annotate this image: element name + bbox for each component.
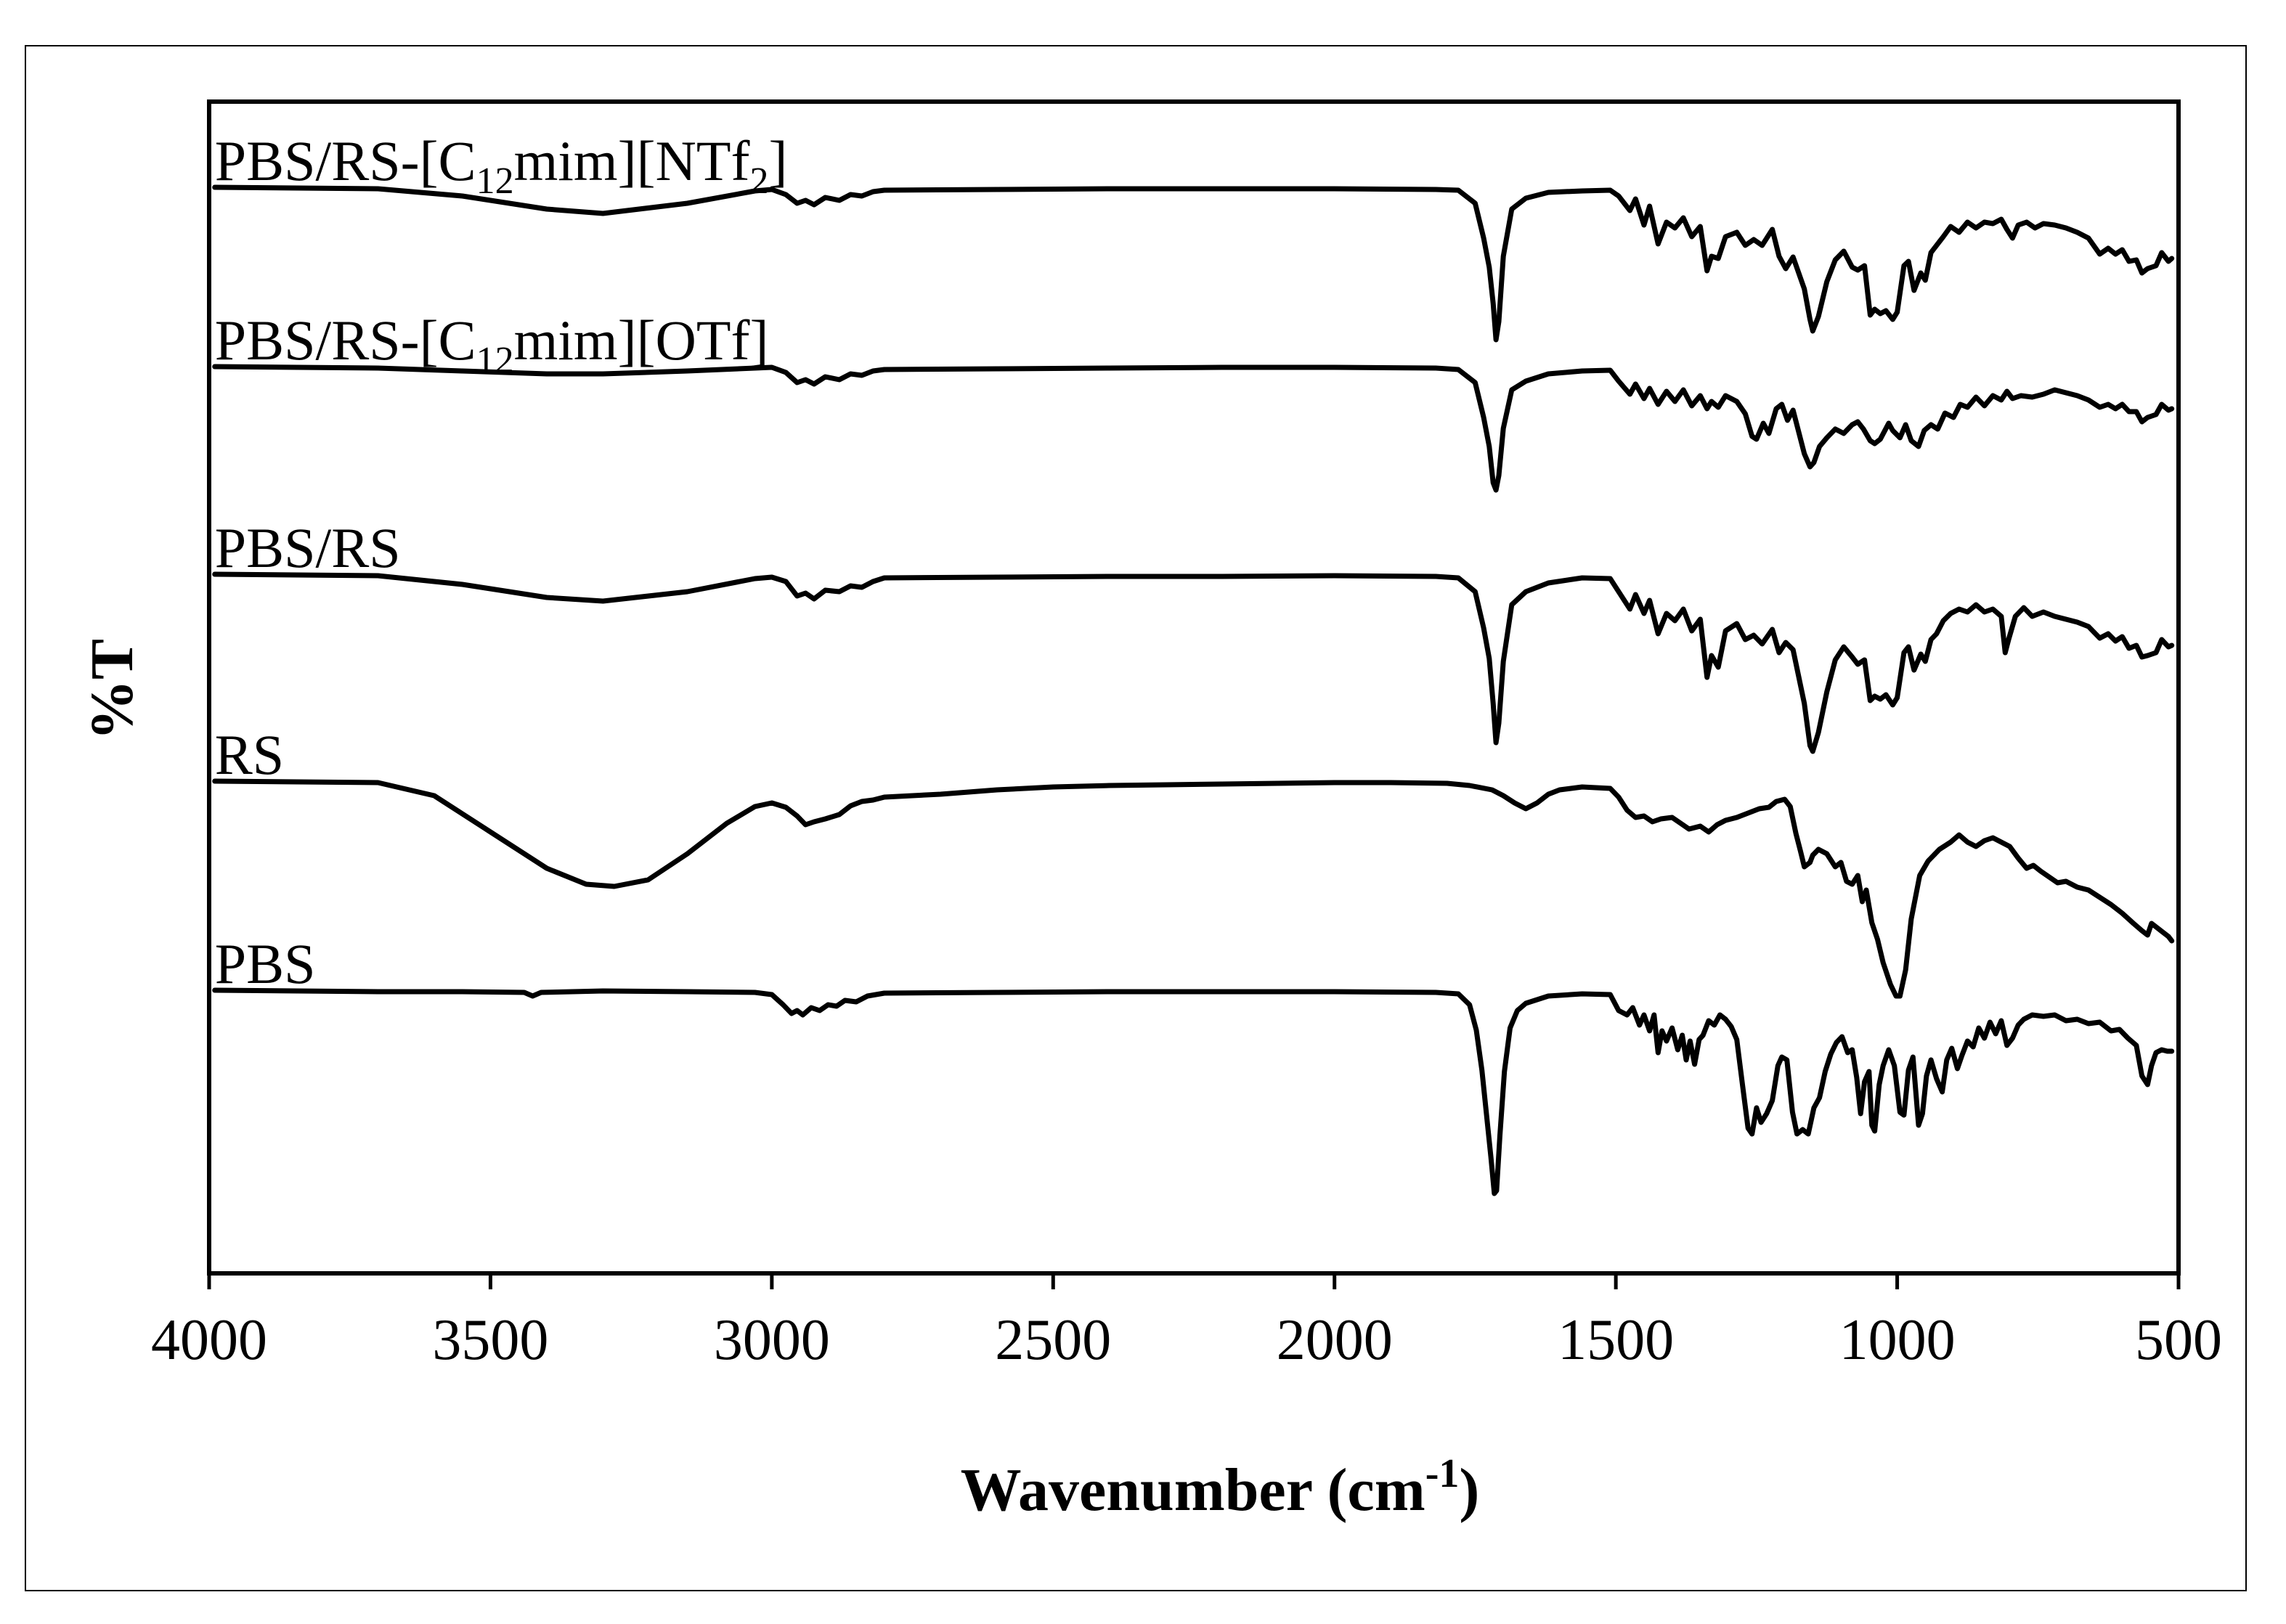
x-tick-label-3000: 3000 [714, 1308, 830, 1372]
series-label-2: PBS/RS [215, 516, 401, 579]
series-line-1 [212, 364, 2175, 493]
plot-area-border [207, 99, 2181, 1276]
series-label-3: RS [215, 723, 284, 786]
series-line-0 [212, 184, 2175, 343]
x-tick-label-1500: 1500 [1558, 1308, 1674, 1372]
x-tick-label-2500: 2500 [995, 1308, 1111, 1372]
x-axis-title: Wavenumber (cm-1) [961, 1451, 1480, 1524]
x-tick-label-1000: 1000 [1839, 1308, 1956, 1372]
series-line-4 [212, 987, 2175, 1196]
series-line-2 [212, 571, 2175, 754]
series-label-1: PBS/RS-[C12mim][OTf] [215, 309, 769, 381]
series-label-0: PBS/RS-[C12mim][NTf2] [215, 129, 788, 202]
series-line-3 [212, 778, 2175, 999]
x-axis-ticks [207, 1273, 2181, 1289]
x-axis-tick-labels: 4000 3500 3000 2500 2000 1500 1000 500 [151, 1308, 2222, 1372]
figure-frame [25, 45, 2247, 1591]
x-tick-label-2000: 2000 [1277, 1308, 1393, 1372]
x-tick-label-3500: 3500 [432, 1308, 548, 1372]
series-labels: PBS/RS-[C12mim][NTf2] PBS/RS-[C12mim][OTf… [215, 129, 788, 995]
spectra-traces [212, 184, 2175, 1196]
x-tick-label-4000: 4000 [151, 1308, 267, 1372]
x-tick-label-500: 500 [2135, 1308, 2222, 1372]
y-axis-title: %T [78, 639, 146, 740]
series-label-4: PBS [215, 932, 316, 995]
